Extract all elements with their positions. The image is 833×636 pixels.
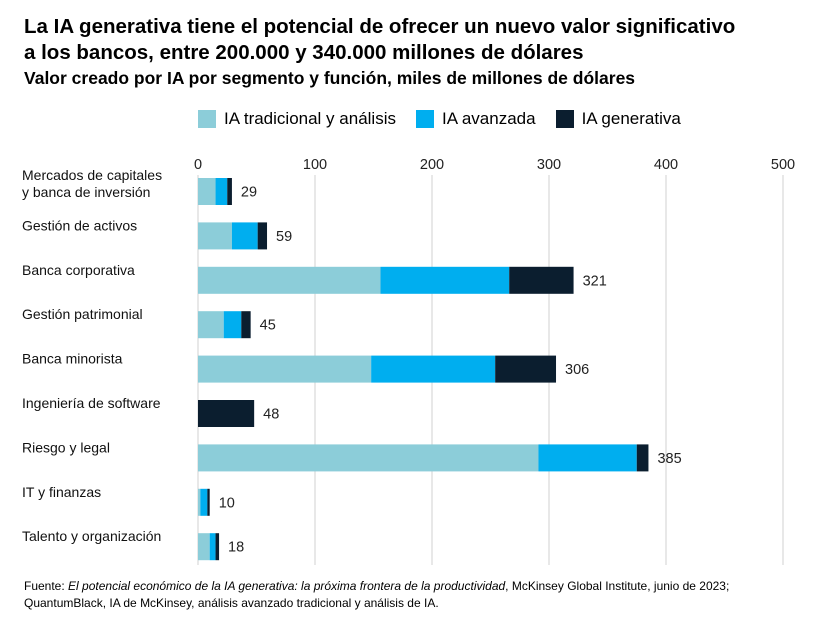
total-label-6: 48: [263, 407, 279, 423]
bar-6-series-3: [198, 400, 255, 427]
category-label-3: Banca corporativa: [22, 262, 135, 278]
x-tick-label-400: 400: [654, 157, 678, 173]
bar-5-series-3: [495, 355, 557, 383]
legend-label-generative: IA generativa: [581, 109, 681, 128]
x-tick-label-500: 500: [771, 157, 795, 173]
chart-legend: IA tradicional y análisis IA avanzada IA…: [198, 109, 701, 129]
legend-item-advanced: IA avanzada: [415, 109, 536, 129]
bar-9-series-2: [209, 533, 216, 561]
bar-1-series-1: [198, 178, 216, 205]
bar-5-series-1: [198, 355, 372, 383]
total-label-9: 18: [228, 540, 244, 556]
bar-4-series-2: [223, 311, 242, 339]
bar-3-series-3: [509, 266, 574, 294]
bar-3-series-2: [380, 266, 510, 294]
source-note: Fuente: El potencial económico de la IA …: [24, 578, 814, 612]
bar-5-series-2: [371, 355, 496, 383]
bar-9-series-1: [198, 533, 210, 561]
bar-2-series-2: [231, 222, 258, 250]
category-label-8: IT y finanzas: [22, 484, 101, 500]
category-label-1-line1: Mercados de capitales: [22, 167, 162, 183]
x-tick-label-0: 0: [194, 157, 202, 173]
bar-9-series-3: [215, 533, 220, 561]
total-label-5: 306: [565, 362, 589, 378]
bar-8-series-3: [207, 488, 210, 516]
bar-chart: 0 100 200 300 400 500 29 Mercados de capitalesy…: [22, 157, 795, 565]
bar-8-series-1: [198, 488, 201, 516]
source-line2: QuantumBlack, IA de McKinsey, análisis a…: [24, 596, 439, 610]
chart-subtitle: Valor creado por IA por segmento y funci…: [24, 68, 636, 88]
bar-1-series-3: [227, 178, 232, 205]
bar-7-series-1: [198, 444, 539, 472]
source-line1-rest: , McKinsey Global Institute, junio de 20…: [505, 579, 730, 593]
category-label-1-line2: y banca de inversión: [22, 184, 150, 200]
x-tick-label-300: 300: [537, 157, 561, 173]
source-report-title: El potencial económico de la IA generati…: [68, 579, 506, 593]
legend-swatch-traditional: [198, 110, 216, 128]
legend-item-traditional: IA tradicional y análisis: [198, 109, 396, 129]
legend-item-generative: IA generativa: [555, 109, 681, 129]
bar-1-series-2: [215, 178, 228, 205]
legend-label-advanced: IA avanzada: [441, 109, 536, 128]
legend-label-traditional: IA tradicional y análisis: [224, 109, 396, 128]
chart-title-line1: La IA generativa tiene el potencial de o…: [24, 15, 736, 38]
bar-4-series-3: [241, 311, 251, 339]
bar-3-series-1: [198, 266, 381, 294]
total-label-7: 385: [657, 451, 681, 467]
category-label-2: Gestión de activos: [22, 217, 137, 233]
source-prefix: Fuente:: [24, 579, 69, 593]
total-label-3: 321: [583, 273, 607, 289]
category-label-5: Banca minorista: [22, 351, 123, 367]
bar-4-series-1: [198, 311, 224, 339]
total-label-4: 45: [260, 318, 276, 334]
total-label-8: 10: [219, 495, 235, 511]
chart-title: La IA generativa tiene el potencial de o…: [24, 14, 824, 66]
category-label-4: Gestión patrimonial: [22, 306, 143, 322]
total-label-1: 29: [241, 185, 257, 201]
bar-7-series-2: [538, 444, 637, 472]
total-label-2: 59: [276, 229, 292, 245]
x-tick-label-200: 200: [420, 157, 444, 173]
chart-title-line2: a los bancos, entre 200.000 y 340.000 mi…: [24, 41, 584, 64]
legend-swatch-generative: [555, 110, 574, 128]
bar-7-series-3: [636, 444, 649, 472]
category-label-6: Ingeniería de software: [22, 395, 161, 411]
bar-8-series-2: [200, 488, 208, 516]
bar-2-series-1: [198, 222, 232, 250]
legend-swatch-advanced: [415, 110, 434, 128]
category-label-7: Riesgo y legal: [22, 439, 110, 455]
category-label-9: Talento y organización: [22, 528, 161, 544]
bar-2-series-3: [257, 222, 268, 250]
x-tick-label-100: 100: [303, 157, 327, 173]
